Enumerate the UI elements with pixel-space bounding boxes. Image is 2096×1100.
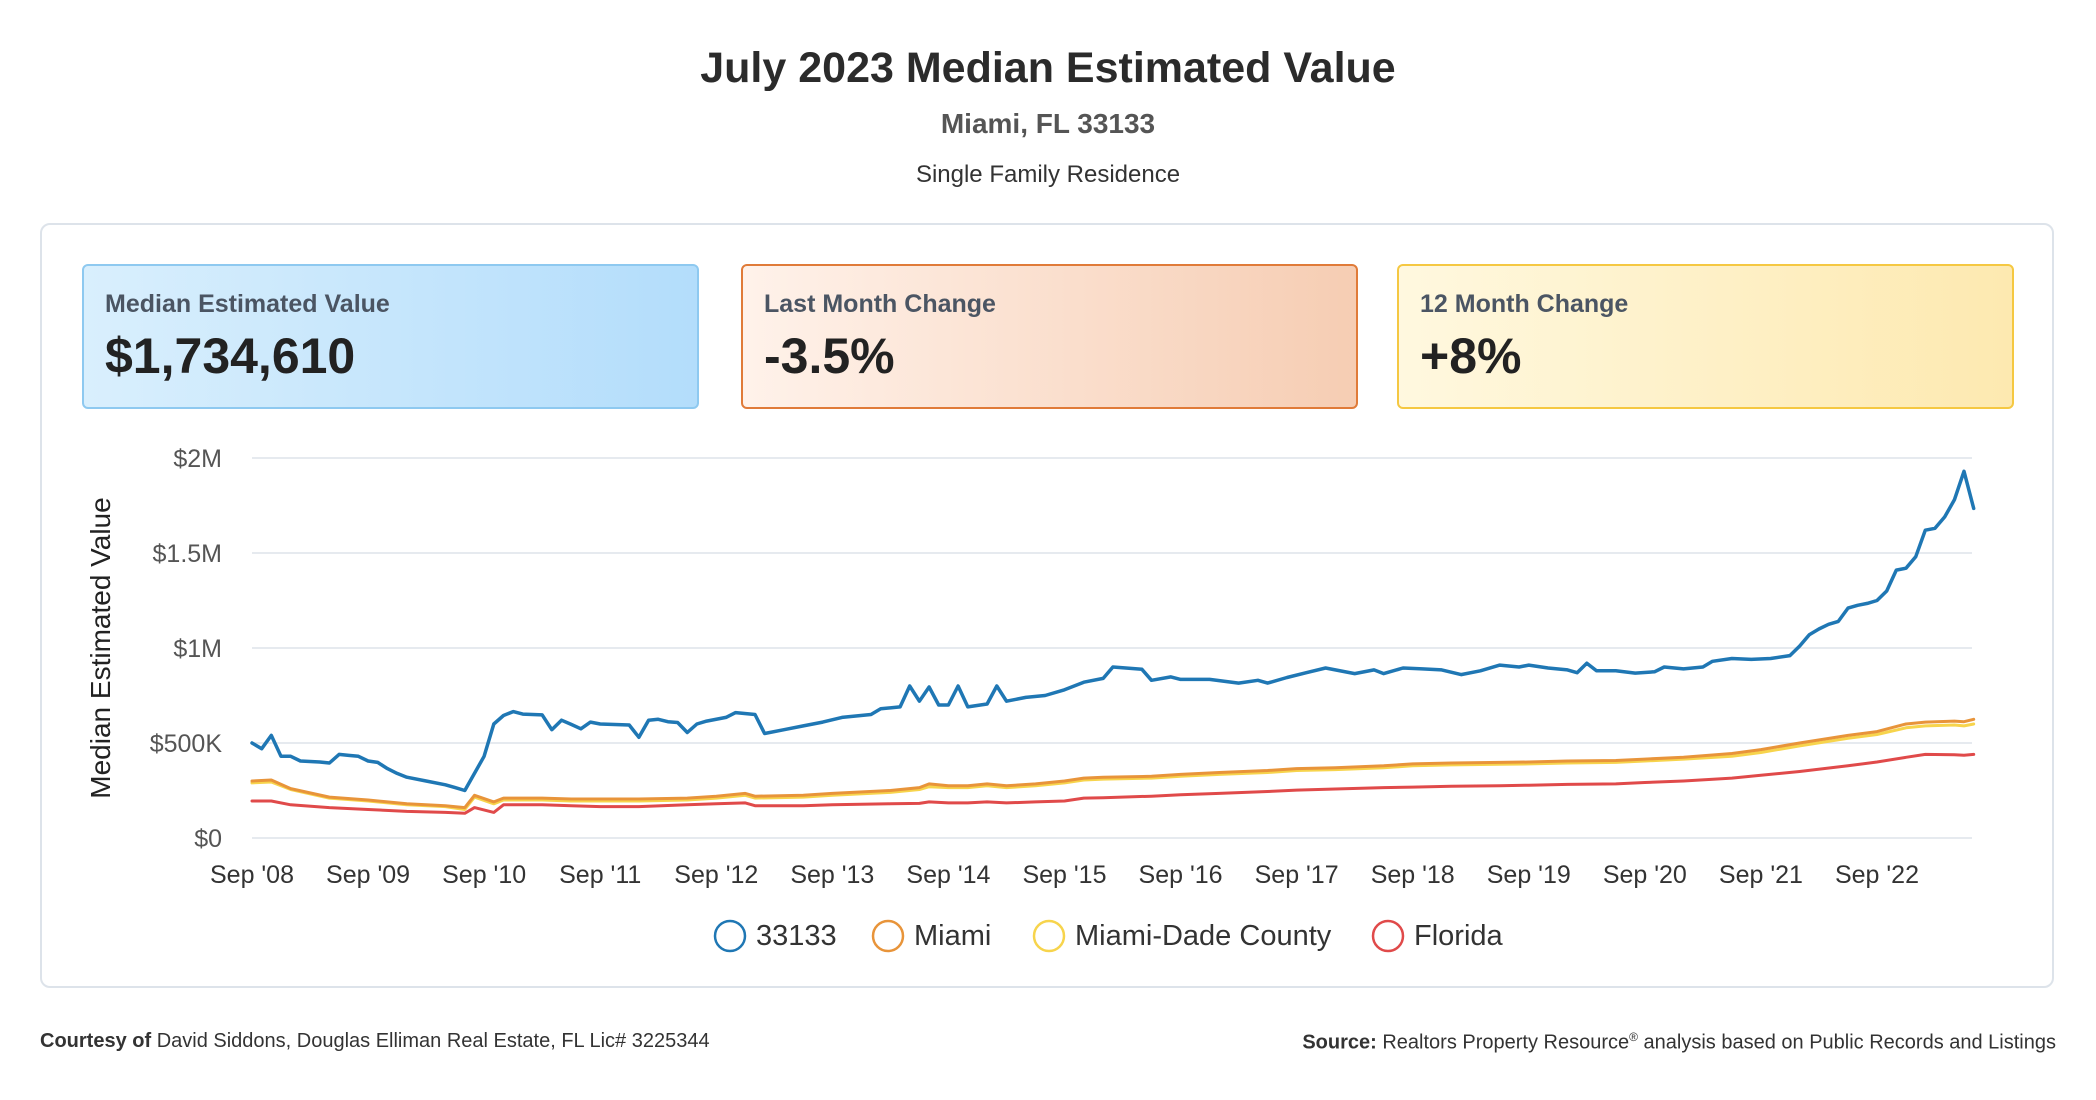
median-value-amount: $1,734,610 [105, 328, 356, 384]
courtesy-label: Courtesy of [40, 1030, 152, 1052]
registered-mark: ® [1629, 1030, 1638, 1044]
courtesy-footer: Courtesy of David Siddons, Douglas Ellim… [40, 1030, 710, 1053]
y-tick-label: $2M [173, 445, 222, 473]
source-text-a: Realtors Property Resource [1382, 1031, 1630, 1054]
property-type-label: Single Family Residence [915, 161, 1181, 188]
y-tick-label: $1.5M [153, 540, 222, 568]
x-tick-label: Sep '15 [1022, 861, 1106, 889]
x-tick-label: Sep '08 [210, 861, 294, 889]
legend-marker-miami-dade-county [1032, 919, 1066, 953]
legend-marker-miami [871, 919, 905, 953]
x-tick-label: Sep '22 [1835, 861, 1919, 889]
page-title: July 2023 Median Estimated Value [700, 44, 1396, 92]
y-tick-label: $0 [194, 825, 222, 853]
legend-label-33133: 33133 [756, 920, 837, 952]
x-tick-label: Sep '16 [1139, 861, 1223, 889]
last-month-change-value: -3.5% [764, 328, 895, 384]
twelve-month-change-value: +8% [1420, 328, 1522, 384]
legend-marker-florida [1371, 919, 1405, 953]
median-value-card: Median Estimated Value $1,734,610 [82, 264, 699, 409]
legend-label-miami: Miami [914, 920, 991, 952]
x-tick-label: Sep '14 [906, 861, 990, 889]
x-tick-label: Sep '12 [674, 861, 758, 889]
courtesy-text: David Siddons, Douglas Elliman Real Esta… [156, 1030, 710, 1052]
series-line-miami [250, 717, 1976, 810]
x-tick-label: Sep '18 [1371, 861, 1455, 889]
legend-label-miami-dade-county: Miami-Dade County [1075, 920, 1332, 952]
source-label: Source: [1302, 1031, 1377, 1054]
x-tick-label: Sep '21 [1719, 861, 1803, 889]
x-tick-label: Sep '20 [1603, 861, 1687, 889]
series-line-33133 [250, 469, 1976, 793]
last-month-change-label: Last Month Change [764, 290, 996, 318]
legend-label-florida: Florida [1414, 920, 1504, 952]
y-axis-label: Median Estimated Value [85, 497, 116, 798]
source-text-b: analysis based on Public Records and Lis… [1637, 1031, 2056, 1054]
x-tick-label: Sep '19 [1487, 861, 1571, 889]
last-month-change-card: Last Month Change -3.5% [741, 264, 1358, 409]
source-footer: Source: Realtors Property Resource® anal… [1302, 1030, 2056, 1055]
y-tick-label: $500K [150, 730, 223, 758]
x-tick-label: Sep '11 [559, 861, 641, 889]
x-tick-label: Sep '10 [442, 861, 526, 889]
x-tick-label: Sep '13 [790, 861, 874, 889]
series-line-miami-dade-county [250, 722, 1976, 811]
median-value-label: Median Estimated Value [105, 290, 390, 318]
twelve-month-change-card: 12 Month Change +8% [1397, 264, 2014, 409]
location-subtitle: Miami, FL 33133 [940, 108, 1156, 139]
x-tick-label: Sep '09 [326, 861, 410, 889]
twelve-month-change-label: 12 Month Change [1420, 290, 1629, 318]
line-chart: $0 $500K $1M $1.5M $2M Sep '08 Sep '09 Sep '10 S… [85, 445, 1976, 953]
x-tick-label: Sep '17 [1255, 861, 1339, 889]
series-line-florida [250, 752, 1976, 815]
legend-marker-33133 [713, 919, 747, 953]
y-tick-label: $1M [173, 635, 222, 663]
